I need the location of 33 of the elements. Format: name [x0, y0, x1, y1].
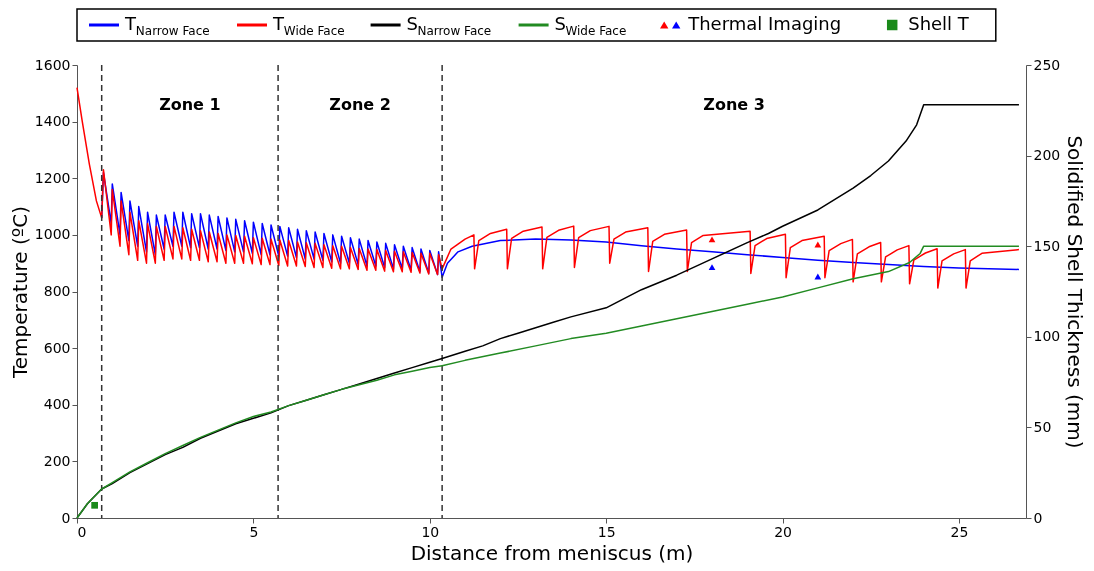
x-tick-label: 25	[950, 523, 969, 540]
y-tick-label: 1400	[34, 113, 71, 130]
y-tick-label: 200	[43, 452, 71, 469]
x-tick-label: 0	[77, 523, 87, 540]
y-tick-label: 600	[43, 339, 71, 356]
y2-tick-label: 100	[1033, 328, 1061, 345]
y-axis-title: Temperature (ºC)	[7, 205, 32, 380]
y-tick-label: 1200	[34, 169, 71, 186]
point	[708, 236, 716, 243]
x-tick-label: 10	[421, 523, 440, 540]
annotation: Zone 3	[703, 95, 765, 114]
y2-tick-label: 150	[1033, 237, 1061, 254]
x-tick-label: 15	[597, 523, 616, 540]
y2-tick-label: 50	[1033, 418, 1052, 435]
legend-label: Shell T	[908, 13, 970, 34]
x-tick-label: 20	[774, 523, 792, 540]
y-tick-label: 1600	[34, 56, 71, 73]
point	[708, 264, 716, 271]
y-tick-label: 1000	[34, 226, 71, 243]
y-tick-label: 800	[43, 283, 71, 299]
annotation: Zone 1	[159, 95, 221, 114]
y2-tick-label: 0	[1033, 509, 1043, 526]
y2-tick-label: 250	[1033, 56, 1061, 73]
y2-tick-label: 200	[1033, 147, 1061, 164]
y-tick-label: 0	[61, 509, 71, 526]
y-tick-label: 400	[43, 396, 71, 413]
legend-label: Thermal Imaging	[687, 13, 842, 34]
y2-axis-title: Solidified Shell Thickness (mm)	[1063, 135, 1088, 449]
line-series	[76, 245, 1020, 519]
x-axis-title: Distance from meniscus (m)	[410, 540, 694, 565]
line-series	[76, 86, 1020, 289]
x-tick-label: 5	[249, 523, 259, 540]
annotation: Zone 2	[329, 95, 391, 114]
